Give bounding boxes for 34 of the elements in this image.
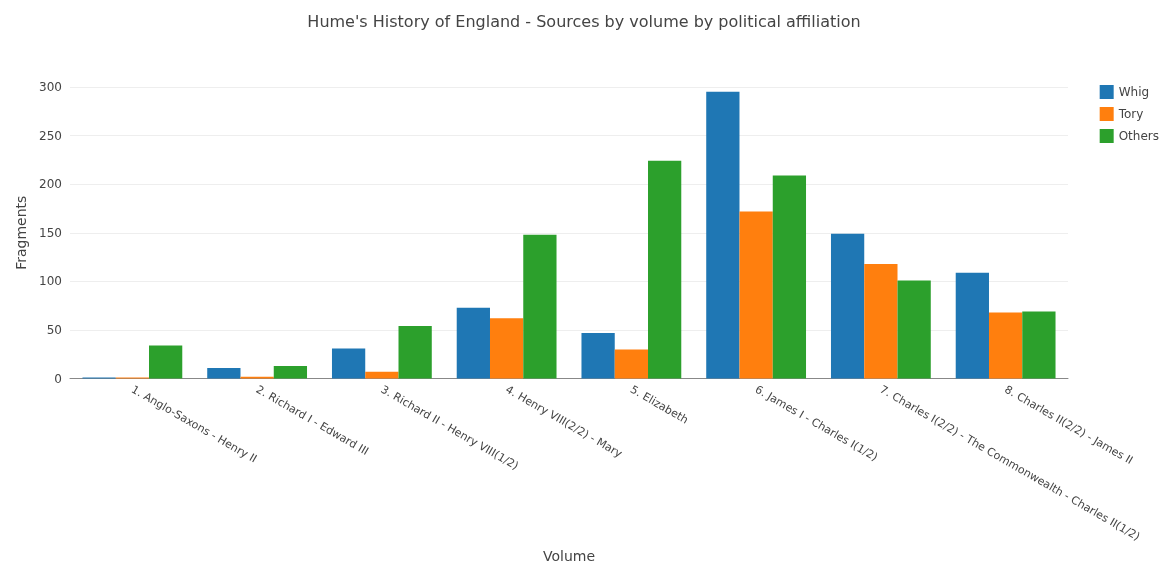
bar xyxy=(207,367,241,379)
y-tick-label: 300 xyxy=(39,80,62,94)
y-tick-label: 250 xyxy=(39,128,62,143)
legend-label: Others xyxy=(1118,129,1159,143)
bar xyxy=(1022,311,1056,379)
bar xyxy=(149,345,183,379)
legend-label: Tory xyxy=(1117,107,1144,121)
bar xyxy=(706,91,740,379)
y-tick-label: 100 xyxy=(39,274,62,289)
bar xyxy=(456,307,490,379)
y-tick-label: 50 xyxy=(46,322,62,337)
bar xyxy=(988,312,1023,379)
bar xyxy=(331,348,366,379)
bar xyxy=(581,332,615,379)
bar xyxy=(864,263,898,379)
bar xyxy=(648,160,682,379)
chart-title: Hume's History of England - Sources by volume by political affiliation xyxy=(307,11,861,31)
bar xyxy=(398,326,432,379)
x-axis-title: Volume xyxy=(542,548,596,564)
bar xyxy=(365,371,399,379)
legend-label: Whig xyxy=(1118,85,1150,99)
bar xyxy=(614,349,649,379)
y-tick-label: 200 xyxy=(39,177,62,192)
bar xyxy=(739,211,773,379)
y-tick-label: 0 xyxy=(54,371,62,386)
bar xyxy=(897,280,931,379)
y-tick-label: 150 xyxy=(39,225,62,240)
bar xyxy=(523,234,557,379)
bar xyxy=(489,318,524,379)
bar xyxy=(273,365,308,379)
bar xyxy=(772,175,807,379)
bar xyxy=(830,233,865,379)
bar xyxy=(955,272,989,379)
y-axis-title: Fragments xyxy=(13,195,29,270)
